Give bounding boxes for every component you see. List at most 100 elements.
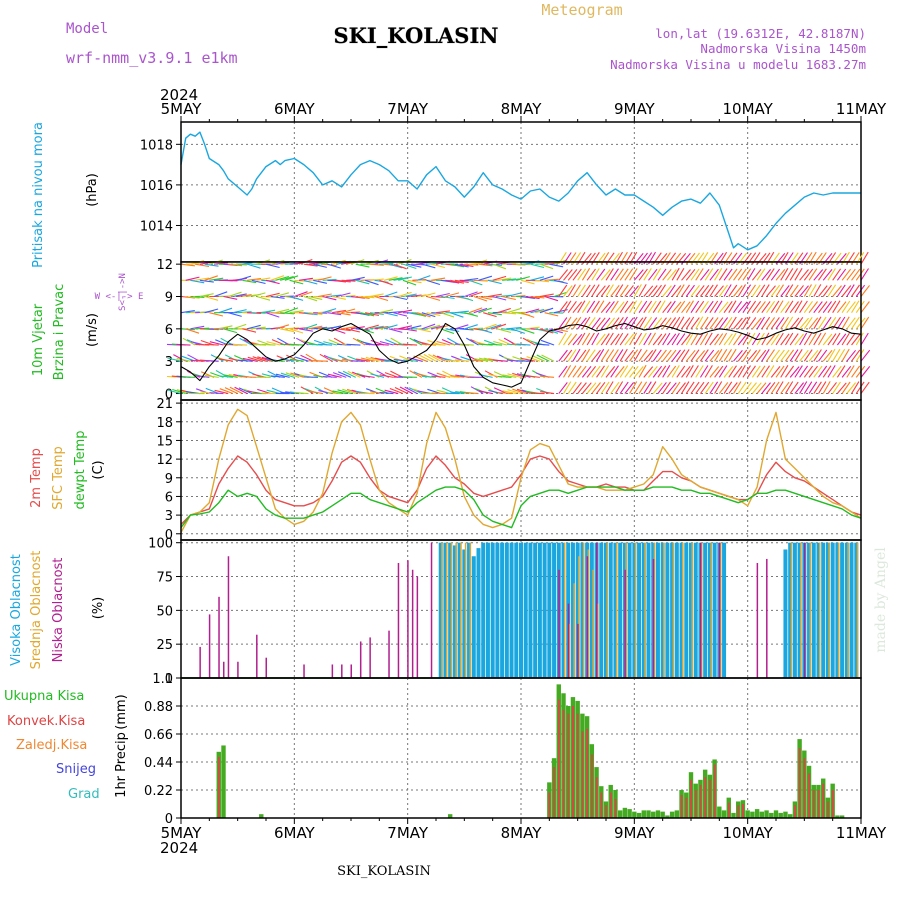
wind-barb xyxy=(766,365,775,378)
wind-barb xyxy=(327,373,342,378)
precip-total-bar xyxy=(717,806,722,818)
cloud-high-bar xyxy=(448,542,453,678)
panel-pressure: 1018 1016 1014 xyxy=(140,121,862,263)
precip-total-bar xyxy=(721,810,727,818)
wind-barb xyxy=(454,324,469,330)
temp-label-2: SFC Temp xyxy=(51,446,66,510)
wind-barb xyxy=(685,284,695,297)
wind-barb xyxy=(657,268,667,281)
precip-total-bar xyxy=(651,811,656,818)
wind-barb xyxy=(346,388,361,395)
wind-barb xyxy=(610,381,620,394)
cloud-mid-bar xyxy=(445,542,448,678)
wind-barb xyxy=(459,295,474,302)
wind-barb xyxy=(383,312,398,317)
wind-barb xyxy=(497,375,512,378)
precip-total-bar xyxy=(636,812,642,818)
cloud-mid-bar xyxy=(464,542,467,678)
wind-barb xyxy=(624,365,634,378)
wind-barb xyxy=(332,309,346,314)
wind-barb xyxy=(369,312,384,315)
wind-barb xyxy=(421,343,437,346)
wind-barb xyxy=(213,262,229,265)
wind-barb xyxy=(780,301,790,313)
cloud-low-bar xyxy=(223,661,225,678)
wind-barb xyxy=(512,356,526,362)
wind-barb xyxy=(223,295,238,300)
wind-barb xyxy=(723,381,733,394)
wind-barb xyxy=(553,279,568,285)
wind-barb xyxy=(544,295,559,302)
wind-barb xyxy=(648,366,658,378)
pressure-unit: (hPa) xyxy=(85,173,100,207)
time-label-top: 7MAY xyxy=(387,100,429,118)
wind-barb xyxy=(766,285,776,297)
wind-barb xyxy=(818,316,827,330)
cloud-high-bar xyxy=(712,542,717,678)
wind-barb xyxy=(388,310,403,314)
wind-barb xyxy=(270,375,285,378)
precip-conv-bar xyxy=(713,764,716,818)
cloud-high-bar xyxy=(632,542,637,678)
cloud-mid-bar xyxy=(856,542,859,678)
wind-barb xyxy=(666,349,677,362)
wind-barb xyxy=(445,375,460,378)
wind-barb xyxy=(341,326,356,330)
precip-conv-bar xyxy=(812,790,815,818)
precip-conv-bar xyxy=(614,798,617,818)
wind-barb xyxy=(511,328,525,334)
wind-barb xyxy=(808,381,818,394)
cloud-high-bar xyxy=(599,542,604,678)
wind-barb xyxy=(355,295,370,299)
wind-barb xyxy=(426,295,441,301)
wind-barb xyxy=(300,386,314,395)
cloud-high-bar xyxy=(830,542,835,678)
precip-total-bar xyxy=(622,807,628,818)
wind-barb xyxy=(860,349,871,362)
cloud-low-bar xyxy=(596,542,598,678)
wind-barb xyxy=(454,263,469,268)
wind-barb xyxy=(393,312,408,317)
ytick-label: 1016 xyxy=(140,179,173,194)
precip-conv-bar xyxy=(817,790,820,818)
wind-barb xyxy=(780,316,789,330)
wind-barb xyxy=(836,348,846,362)
cloud-high-bar xyxy=(797,542,802,678)
precip-conv-bar xyxy=(557,699,560,818)
wind-barb xyxy=(497,307,511,314)
time-label-bottom: 5MAY xyxy=(161,824,203,842)
wind-barb xyxy=(803,284,812,297)
wind-barb xyxy=(541,354,555,362)
wind-barb xyxy=(600,349,610,362)
wind-barb xyxy=(699,316,709,330)
wind-barb xyxy=(239,337,253,346)
wind-barb xyxy=(832,365,842,378)
wind-barb xyxy=(478,307,492,314)
wind-barb xyxy=(775,381,784,394)
wind-barb xyxy=(633,300,643,313)
time-label-bottom: 6MAY xyxy=(274,824,316,842)
wind-barb xyxy=(851,284,860,297)
temp-line-dewpoint xyxy=(180,486,862,529)
wind-barb xyxy=(671,365,680,378)
wind-barb xyxy=(402,263,417,270)
wind-barb xyxy=(294,356,309,362)
wind-barb xyxy=(666,269,677,281)
cloud-high-bar xyxy=(854,542,859,678)
cloud-low-bar xyxy=(718,542,721,678)
wind-barb xyxy=(586,268,596,281)
wind-barb xyxy=(232,323,247,330)
pressure-line xyxy=(180,131,861,251)
wind-barb xyxy=(591,268,600,281)
wind-barb xyxy=(676,349,686,362)
wind-barb xyxy=(384,389,399,395)
wind-barb xyxy=(770,333,780,346)
wind-barb xyxy=(322,278,337,281)
wind-barb xyxy=(718,382,729,394)
wind-barb xyxy=(714,268,723,281)
wind-barb xyxy=(581,300,591,313)
wind-barb xyxy=(232,309,247,314)
precip-conv-bar xyxy=(694,790,697,818)
wind-barb xyxy=(275,373,290,378)
wind-barb xyxy=(539,328,554,334)
